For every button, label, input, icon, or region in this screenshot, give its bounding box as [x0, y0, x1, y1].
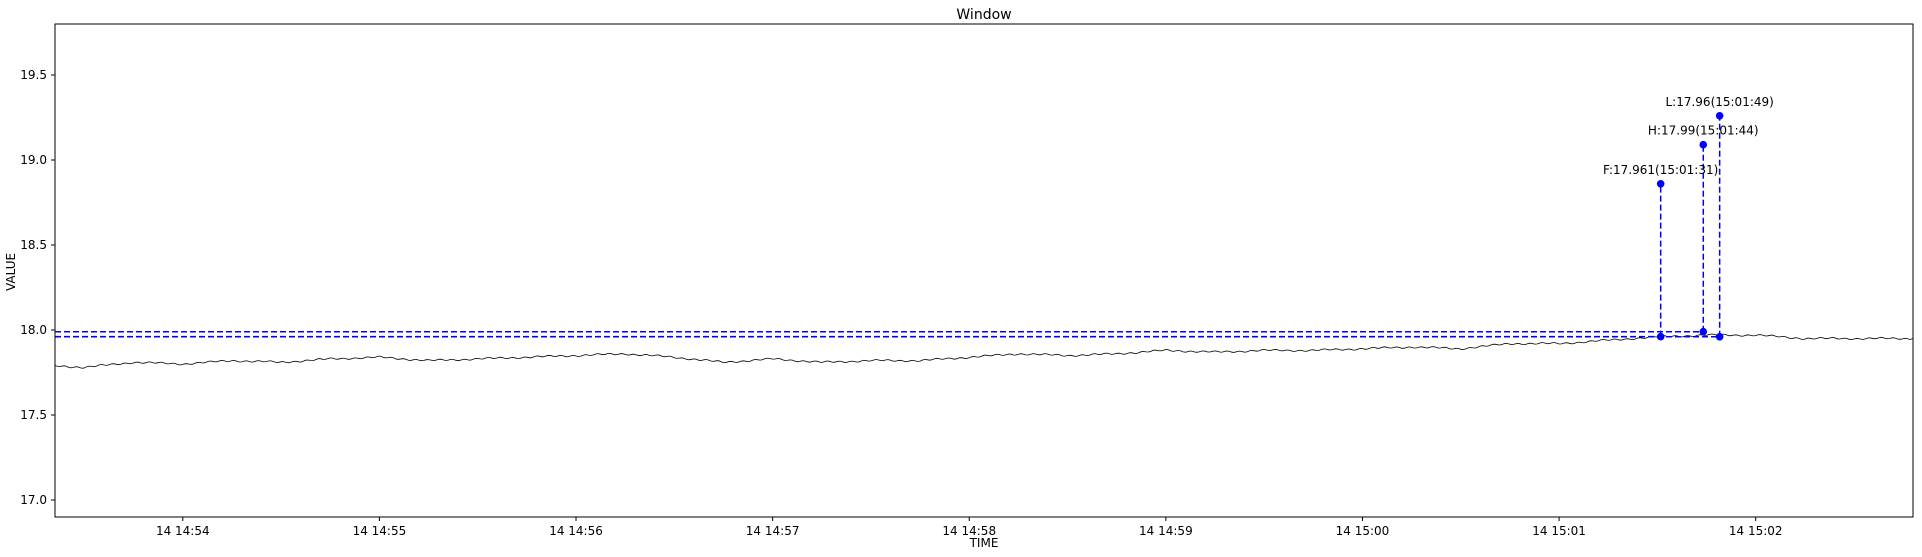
x-tick-label: 14 14:54: [156, 524, 210, 538]
y-tick-label: 19.0: [20, 153, 47, 167]
x-tick-label: 14 14:56: [549, 524, 603, 538]
marker-label: F:17.961(15:01:31): [1603, 163, 1718, 177]
y-tick-label: 17.0: [20, 493, 47, 507]
y-tick-label: 18.0: [20, 323, 47, 337]
data-layer: [55, 112, 1913, 369]
x-tick-label: 14 14:57: [746, 524, 800, 538]
x-tick-label: 14 14:59: [1139, 524, 1193, 538]
series-line: [55, 333, 1913, 369]
y-tick-label: 17.5: [20, 408, 47, 422]
x-tick-label: 14 15:01: [1532, 524, 1586, 538]
x-axis-label: TIME: [969, 536, 999, 550]
x-tick-label: 14 14:58: [942, 524, 996, 538]
y-axis-label: VALUE: [4, 253, 18, 291]
marker-tip-dot: [1715, 112, 1724, 120]
marker-base-dot: [1715, 333, 1724, 341]
plot-area: 17.0 17.5 18.0 18.5 19.0 19.5 14 14:54 14 14:55…: [20, 68, 1913, 538]
x-tick-label: 14 14:55: [353, 524, 407, 538]
marker-label: L:17.96(15:01:49): [1665, 95, 1773, 109]
marker-tip-dot: [1656, 180, 1665, 188]
y-tick-label: 18.5: [20, 238, 47, 252]
y-tick-label: 19.5: [20, 68, 47, 82]
plot-frame: [54, 23, 1914, 518]
marker-tip-dot: [1699, 140, 1708, 149]
chart-title: Window: [956, 7, 1011, 23]
marker-label: H:17.99(15:01:44): [1648, 124, 1759, 138]
x-tick-label: 14 15:00: [1336, 524, 1390, 538]
x-tick-label: 14 15:02: [1729, 524, 1783, 538]
marker-base-dot: [1699, 327, 1708, 336]
